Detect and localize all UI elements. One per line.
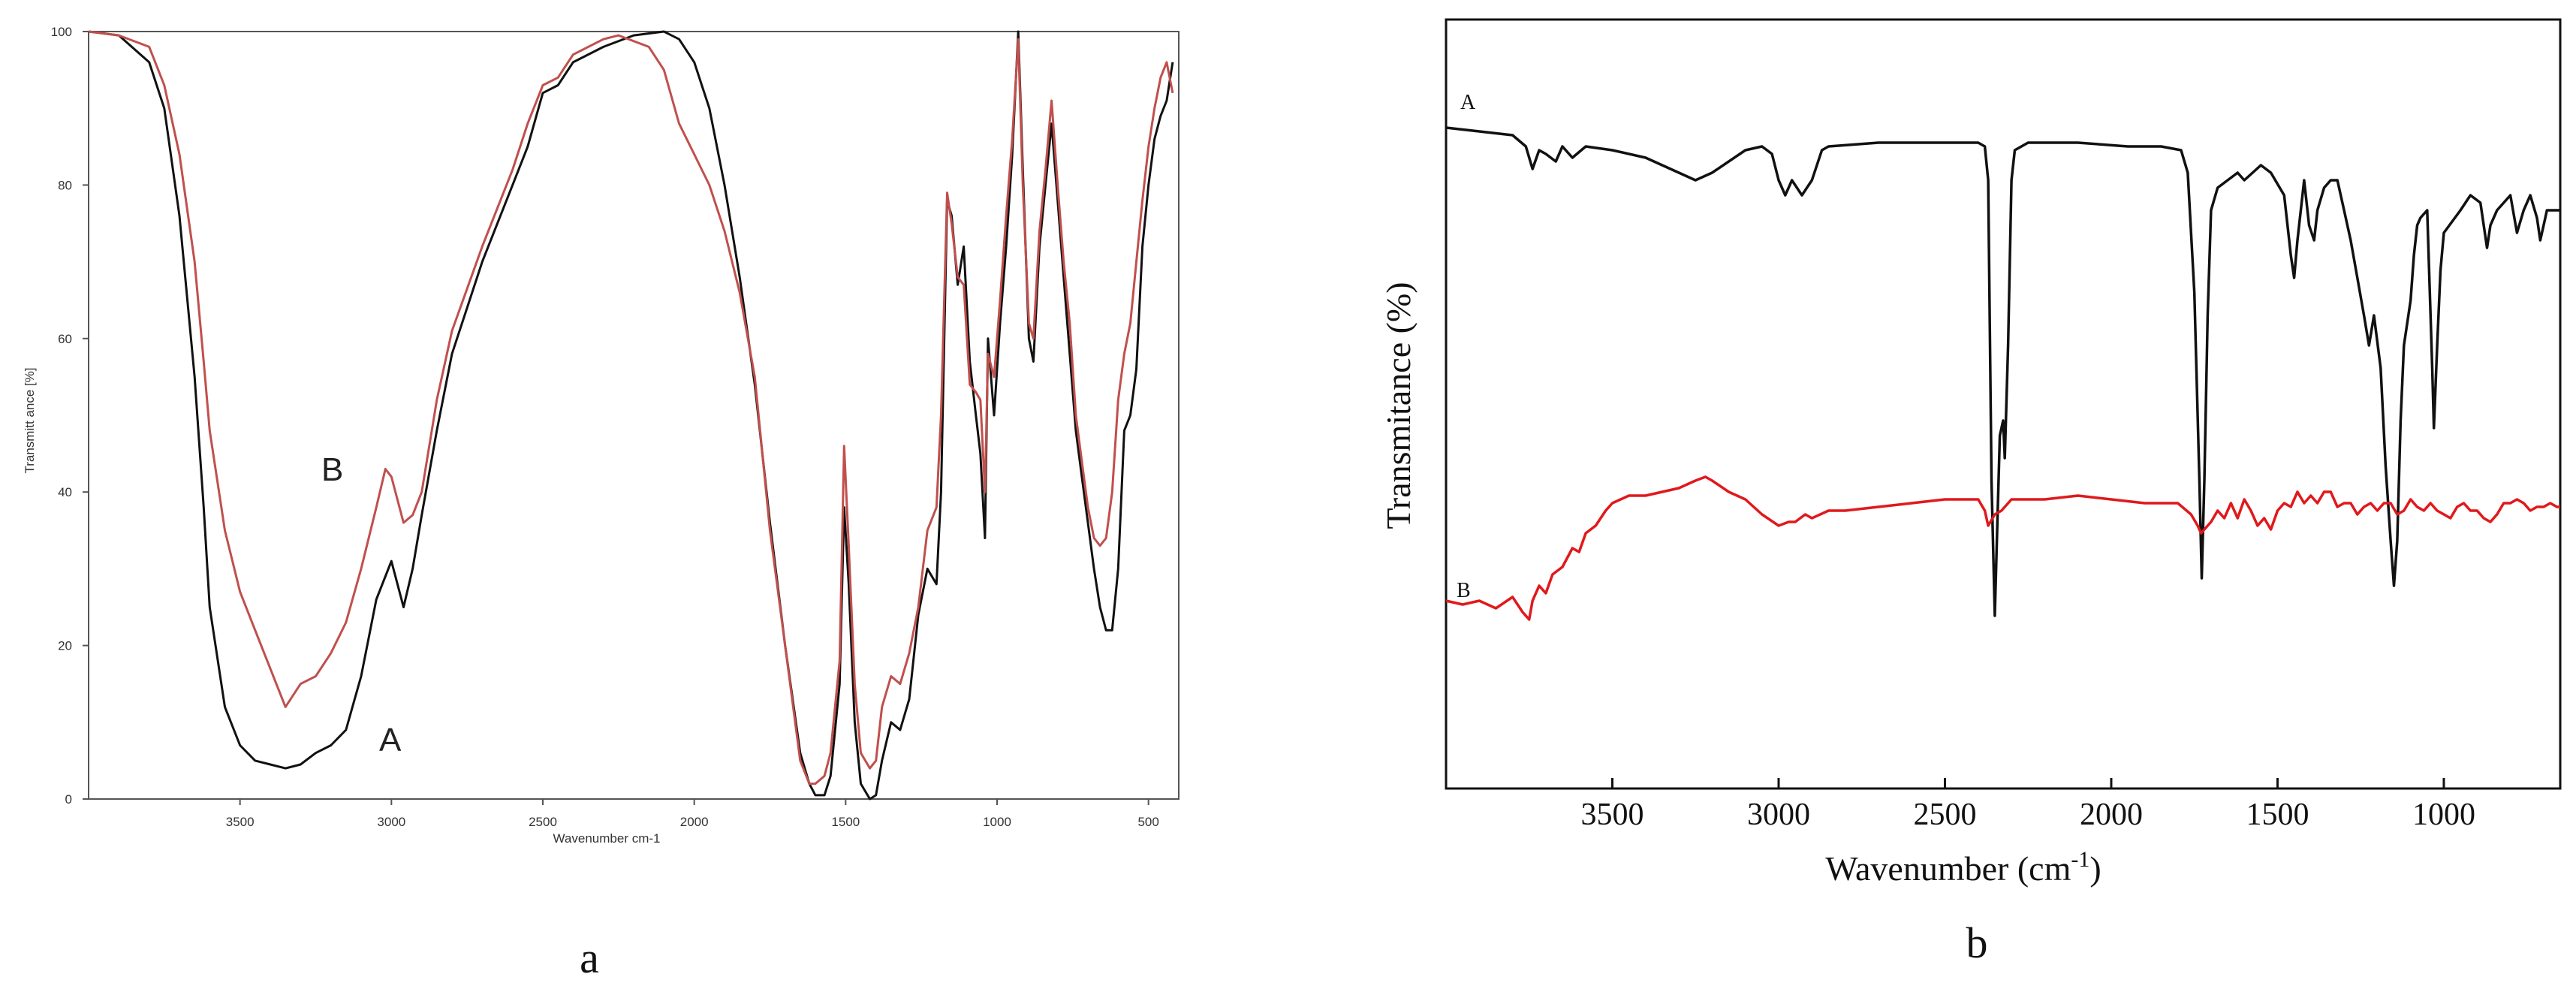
x-axis-label-b: Wavenumber (cm-1) <box>1825 847 2101 888</box>
x-tick-label-a: 1000 <box>983 815 1011 829</box>
series-line-a-b <box>1445 126 2560 617</box>
x-tick-label-a: 2000 <box>680 815 709 829</box>
series-label-b-a: B <box>321 451 343 488</box>
x-tick-label-b: 3000 <box>1747 798 1810 832</box>
x-tick-label-a: 1500 <box>831 815 860 829</box>
series-line-b-b <box>1445 475 2560 621</box>
x-tick-label-b: 2500 <box>1913 798 1976 832</box>
y-tick-label-a: 80 <box>58 178 72 192</box>
x-tick-label-a: 3000 <box>377 815 405 829</box>
series-group-b <box>1445 126 2560 621</box>
x-axis-label-a: Wavenumber cm-1 <box>553 831 661 846</box>
series-line-a-a <box>88 30 1174 801</box>
y-axis-a: 0 20 40 60 80 100 <box>51 25 89 807</box>
x-tick-label-b: 3500 <box>1580 798 1644 832</box>
y-tick-label-a: 60 <box>58 332 72 346</box>
x-axis-b: 3500 3000 2500 2000 1500 1000 <box>1580 778 2475 832</box>
x-axis-a: 3500 3000 2500 2000 1500 1000 500 <box>226 799 1159 829</box>
y-axis-label-b: Transmitance (%) <box>1379 282 1418 529</box>
x-tick-label-b: 1500 <box>2246 798 2309 832</box>
x-tick-label-b: 2000 <box>2080 798 2143 832</box>
panel-caption-a: a <box>580 933 599 982</box>
panel-caption-b: b <box>1966 918 1988 967</box>
series-line-b-a <box>88 30 1174 785</box>
y-tick-label-a: 0 <box>65 792 72 807</box>
plot-frame-b <box>1445 18 2562 790</box>
x-tick-label-a: 500 <box>1137 815 1158 829</box>
series-label-a-a: A <box>379 722 402 758</box>
x-tick-label-a: 3500 <box>226 815 255 829</box>
series-group-a <box>88 30 1174 801</box>
y-axis-label-a: Transmitt ance [%] <box>23 367 37 473</box>
series-label-b-b: B <box>1457 579 1471 602</box>
chart-panel-a: 0 20 40 60 80 100 3500 3000 2500 2000 1500 1000 500… <box>23 25 1180 982</box>
x-tick-label-a: 2500 <box>529 815 557 829</box>
x-tick-label-b: 1000 <box>2412 798 2475 832</box>
chart-panel-b: 3500 3000 2500 2000 1500 1000 Transmitance (%… <box>1379 18 2562 967</box>
y-tick-label-a: 40 <box>58 485 72 499</box>
plot-frame-a <box>88 31 1180 800</box>
y-tick-label-a: 100 <box>51 25 72 39</box>
series-label-a-b: A <box>1460 91 1476 114</box>
y-tick-label-a: 20 <box>58 639 72 653</box>
